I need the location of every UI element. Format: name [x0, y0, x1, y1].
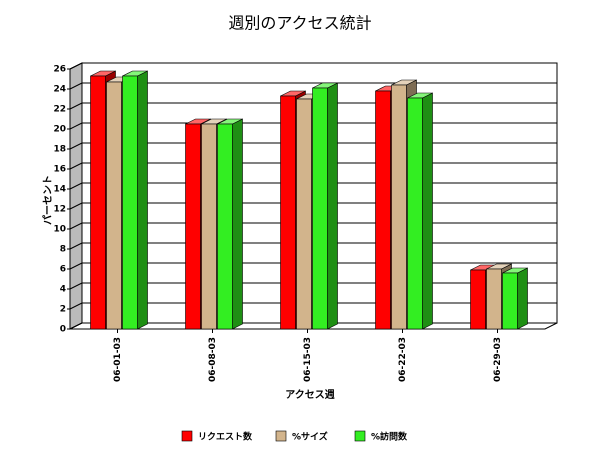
y-tick-label: 24	[53, 85, 66, 95]
x-tick-label: 06-08-03	[208, 337, 218, 382]
grid-line	[69, 182, 83, 190]
y-tick-label: 12	[53, 205, 66, 215]
y-tick-label: 14	[53, 185, 66, 195]
grid-line	[69, 262, 83, 270]
bar	[391, 84, 407, 330]
y-tick-label: 20	[53, 125, 66, 135]
grid-line	[69, 82, 83, 90]
bar	[106, 81, 122, 330]
bar	[407, 97, 423, 330]
x-tick-label: 06-29-03	[493, 337, 503, 382]
y-tick-label: 22	[53, 105, 66, 115]
grid-line	[69, 302, 83, 310]
grid-line	[69, 122, 83, 130]
legend-label: %サイズ	[292, 431, 328, 443]
left-wall	[69, 62, 83, 330]
legend-swatch	[275, 430, 287, 442]
bar	[201, 123, 217, 330]
bar	[296, 98, 312, 330]
y-tick-label: 10	[53, 225, 66, 235]
y-tick-label: 0	[60, 325, 66, 335]
bar-side	[327, 82, 338, 330]
x-tick-label: 06-22-03	[398, 337, 408, 382]
bar	[502, 272, 518, 330]
chart-title: 週別のアクセス統計	[228, 14, 371, 33]
bar	[470, 269, 486, 330]
bar-side	[232, 118, 243, 330]
bar-side	[137, 70, 148, 330]
x-tick-label: 06-01-03	[113, 337, 123, 382]
y-tick-label: 18	[53, 145, 66, 155]
grid-line	[69, 222, 83, 230]
bar	[486, 268, 502, 330]
grid-line	[69, 202, 83, 210]
bar	[217, 123, 233, 330]
y-tick-label: 16	[53, 165, 66, 175]
bar	[375, 90, 391, 330]
legend-swatch	[181, 430, 193, 442]
grid-line	[69, 282, 83, 290]
x-axis-label: アクセス週	[285, 389, 335, 401]
y-axis-label: パーセント	[42, 175, 54, 225]
bar-side	[517, 267, 528, 330]
y-tick-label: 2	[60, 305, 66, 315]
y-tick-label: 4	[60, 285, 66, 295]
grid-line	[69, 242, 83, 250]
grid-line	[69, 142, 83, 150]
y-tick-label: 6	[60, 265, 66, 275]
bar	[185, 123, 201, 330]
y-tick-label: 8	[60, 245, 66, 255]
y-tick-label: 26	[53, 65, 66, 75]
bar	[312, 87, 328, 330]
legend-swatch	[354, 430, 366, 442]
bar	[90, 75, 106, 330]
bar	[122, 75, 138, 330]
bar-side	[422, 92, 433, 330]
legend-label: リクエスト数	[198, 431, 253, 443]
legend-label: %訪問数	[371, 431, 408, 443]
bar	[280, 95, 296, 330]
grid-line	[69, 102, 83, 110]
x-tick-label: 06-15-03	[303, 337, 313, 382]
grid-line	[69, 62, 83, 70]
grid-line	[69, 162, 83, 170]
grid-line	[69, 322, 83, 330]
